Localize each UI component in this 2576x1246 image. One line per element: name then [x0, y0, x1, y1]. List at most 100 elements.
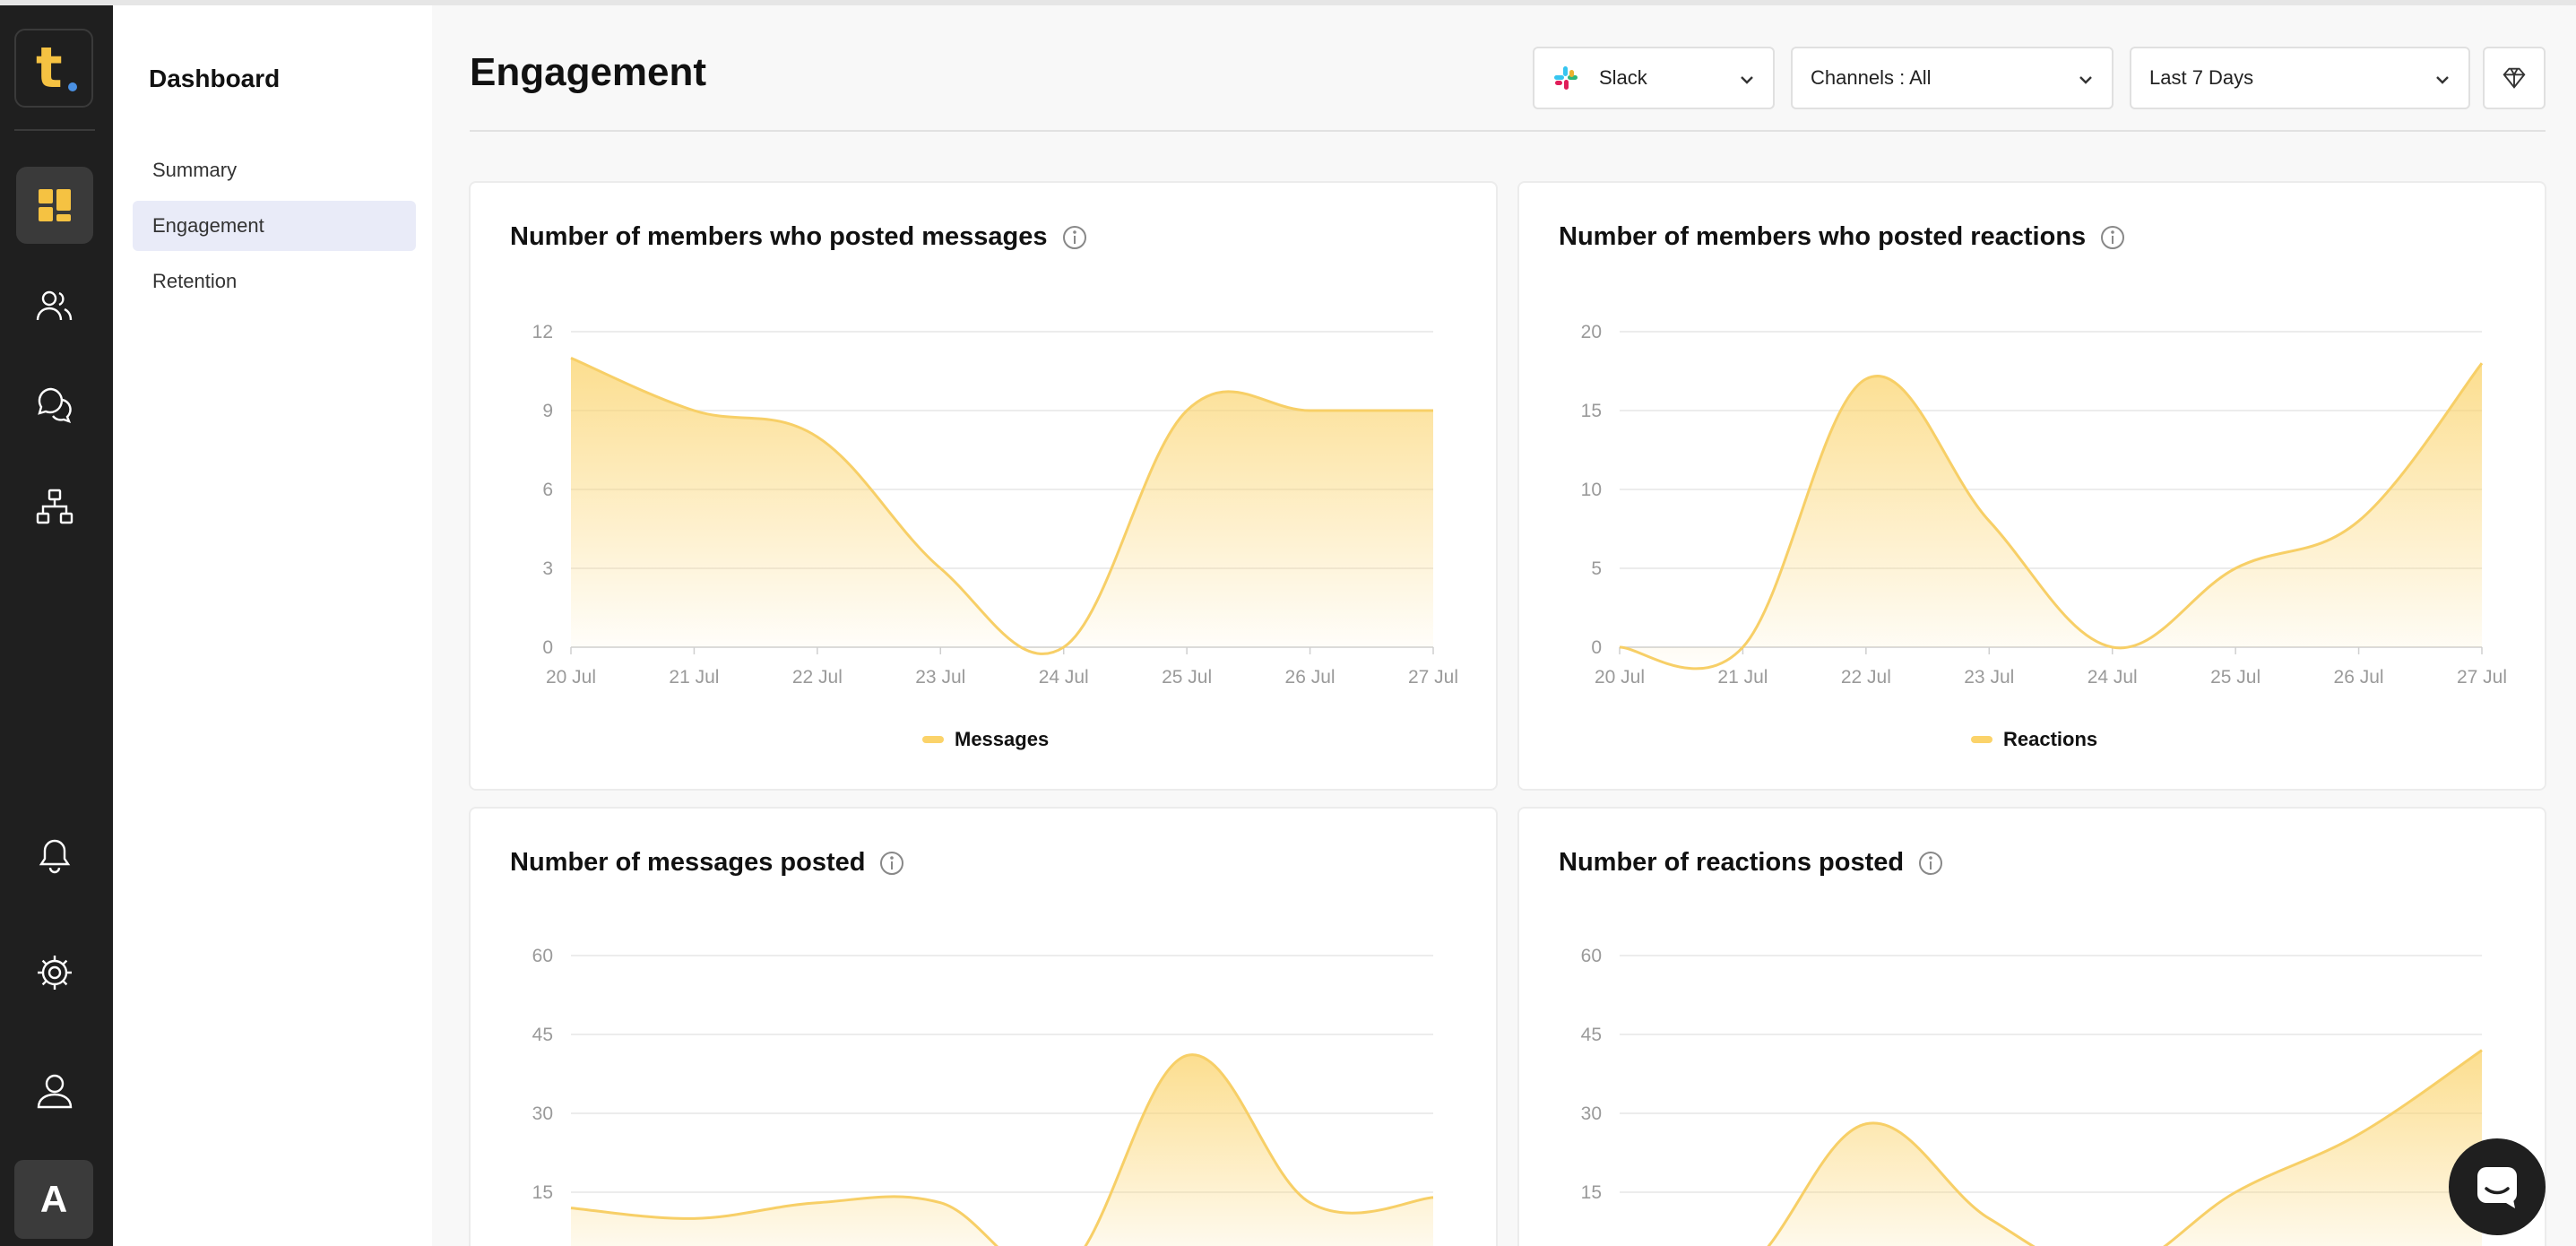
- y-tick-label: 3: [542, 558, 553, 579]
- chart-title: Number of reactions posted: [1559, 848, 1945, 878]
- platform-select-value: Slack: [1599, 66, 1647, 89]
- chart-title-text: Number of reactions posted: [1559, 848, 1905, 877]
- chevron-down-icon: [2079, 76, 2092, 84]
- channels-select-value: Channels : All: [1811, 66, 1932, 89]
- area-chart: 015304560: [1581, 946, 2483, 1246]
- chart-legend[interactable]: Reactions: [1971, 728, 2097, 751]
- period-select[interactable]: Last 7 Days: [2130, 47, 2470, 109]
- chart-title: Number of members who posted reactions: [1559, 222, 2127, 252]
- area-fill: [1768, 1050, 2482, 1246]
- chart-title-text: Number of members who posted reactions: [1559, 222, 2087, 251]
- x-tick-label: 23 Jul: [915, 667, 965, 688]
- x-tick-label: 27 Jul: [1408, 667, 1458, 688]
- subnav-item-summary[interactable]: Summary: [152, 159, 238, 181]
- y-tick-label: 30: [1581, 1103, 1602, 1124]
- dashboard-subnav: Dashboard Summary Engagement Retention: [113, 5, 432, 1246]
- header-divider: [470, 130, 2546, 132]
- area-fill: [571, 358, 1433, 654]
- chevron-down-icon: [1741, 76, 1753, 84]
- info-icon[interactable]: [877, 849, 906, 878]
- chart-title: Number of messages posted: [510, 848, 906, 878]
- area-chart: 015304560: [532, 946, 1434, 1246]
- rail-item-members[interactable]: [16, 267, 93, 344]
- x-tick-label: 22 Jul: [1841, 667, 1891, 688]
- x-tick-label: 24 Jul: [1039, 667, 1089, 688]
- y-tick-label: 15: [1581, 1182, 1602, 1203]
- y-tick-label: 15: [1581, 401, 1602, 421]
- chevron-down-icon: [2436, 76, 2449, 84]
- x-tick-label: 20 Jul: [1595, 667, 1645, 688]
- premium-button[interactable]: [2483, 47, 2546, 109]
- y-tick-label: 9: [542, 401, 553, 421]
- y-tick-label: 45: [532, 1025, 553, 1045]
- x-tick-label: 21 Jul: [1717, 667, 1768, 688]
- y-tick-label: 0: [542, 637, 553, 658]
- y-tick-label: 5: [1591, 558, 1602, 579]
- chart-card-reactions-posted: Number of reactions posted 015304560: [1517, 807, 2546, 1246]
- rail-item-conversations[interactable]: [16, 366, 93, 443]
- rail-item-profile[interactable]: [16, 1052, 93, 1129]
- x-tick-label: 27 Jul: [2457, 667, 2507, 688]
- legend-swatch: [922, 736, 944, 743]
- x-tick-label: 26 Jul: [2334, 667, 2384, 688]
- x-tick-label: 23 Jul: [1964, 667, 2014, 688]
- info-icon[interactable]: [2098, 223, 2127, 252]
- subnav-item-engagement[interactable]: Engagement: [133, 201, 416, 251]
- rail-item-org-chart[interactable]: [16, 468, 93, 545]
- area-chart: 0 3 6 9 12 20 Jul 21 Jul 22 Jul 23 Jul 24 Jul 25 J…: [532, 322, 1458, 688]
- top-border: [0, 0, 2576, 5]
- legend-swatch: [1971, 736, 1993, 743]
- y-tick-label: 12: [532, 322, 553, 342]
- gear-icon: [38, 956, 72, 990]
- x-tick-label: 24 Jul: [2088, 667, 2138, 688]
- page-title: Engagement: [470, 50, 707, 94]
- logo-letter: t: [36, 35, 63, 100]
- x-tick-label: 26 Jul: [1285, 667, 1336, 688]
- org-chart-icon: [36, 489, 73, 524]
- platform-select[interactable]: Slack: [1533, 47, 1775, 109]
- rail-item-dashboard[interactable]: [16, 167, 93, 244]
- y-tick-label: 60: [1581, 946, 1602, 966]
- members-icon: [36, 290, 73, 321]
- chat-launcher-button[interactable]: [2449, 1138, 2546, 1235]
- y-tick-label: 6: [542, 480, 553, 500]
- area-chart: 0 5 10 15 20 20 Jul 21 Jul 22 Jul 23 Jul 24 Jul 25…: [1581, 322, 2507, 688]
- series-line: [1619, 362, 2484, 671]
- user-icon: [37, 1074, 73, 1109]
- logo-dot: [68, 82, 77, 91]
- chart-legend[interactable]: Messages: [922, 728, 1049, 751]
- account-avatar[interactable]: A: [14, 1160, 93, 1239]
- info-icon[interactable]: [1916, 849, 1945, 878]
- series-line: [570, 1053, 1434, 1246]
- chart-title: Number of members who posted messages: [510, 222, 1089, 252]
- x-tick-label: 20 Jul: [546, 667, 596, 688]
- y-tick-label: 30: [532, 1103, 553, 1124]
- rail-item-settings[interactable]: [16, 934, 93, 1011]
- info-icon[interactable]: [1060, 223, 1089, 252]
- rail-item-notifications[interactable]: [16, 818, 93, 895]
- conversations-icon: [38, 387, 72, 423]
- icon-rail: t: [0, 5, 113, 1246]
- y-tick-label: 20: [1581, 322, 1602, 342]
- x-tick-label: 22 Jul: [792, 667, 843, 688]
- subnav-item-retention[interactable]: Retention: [152, 270, 238, 292]
- chart-title-text: Number of messages posted: [510, 848, 866, 877]
- y-tick-label: 45: [1581, 1025, 1602, 1045]
- chart-card-messages-posted: Number of messages posted 015304560: [469, 807, 1498, 1246]
- series-line: [570, 356, 1433, 655]
- chart-card-members-reactions: Number of members who posted reactions 0…: [1517, 181, 2546, 791]
- dashboard-icon: [39, 189, 71, 221]
- y-tick-label: 0: [1591, 637, 1602, 658]
- app-logo[interactable]: t: [14, 29, 93, 108]
- slack-icon: [1554, 66, 1578, 90]
- bell-icon: [39, 839, 71, 874]
- area-fill: [571, 1054, 1433, 1246]
- channels-select[interactable]: Channels : All: [1791, 47, 2114, 109]
- chart-title-text: Number of members who posted messages: [510, 222, 1048, 251]
- x-tick-label: 25 Jul: [1162, 667, 1212, 688]
- x-tick-label: 21 Jul: [669, 667, 719, 688]
- diamond-icon: [2503, 67, 2526, 89]
- chart-card-members-messages: Number of members who posted messages 0 3…: [469, 181, 1498, 791]
- period-select-value: Last 7 Days: [2149, 66, 2254, 89]
- subnav-title: Dashboard: [149, 65, 281, 92]
